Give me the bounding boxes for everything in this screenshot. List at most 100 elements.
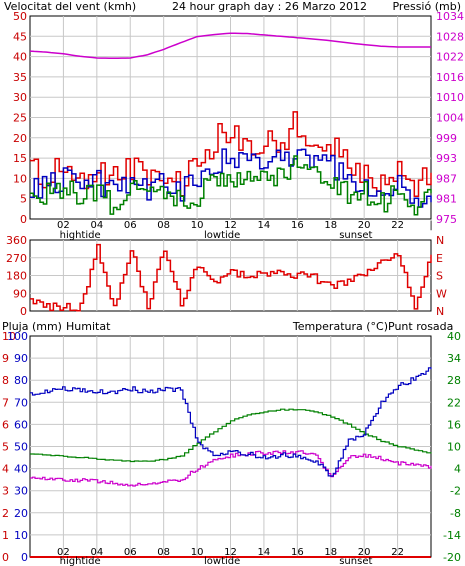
hour-label: 18 bbox=[324, 220, 337, 231]
rain-tick-label: 7 bbox=[2, 396, 9, 409]
panel-bottom-series bbox=[30, 367, 432, 558]
rain-tick-label: 10 bbox=[2, 330, 16, 343]
temperature-tick-label: 34 bbox=[447, 352, 461, 365]
humidity-tick-label: 10 bbox=[14, 529, 28, 542]
rain-tick-label: 3 bbox=[2, 485, 9, 498]
rain-tick-label: 5 bbox=[2, 441, 9, 454]
rain-tick-label: 2 bbox=[2, 507, 9, 520]
humidity-tick-label: 100 bbox=[7, 330, 28, 343]
pressure-tick-label: 1016 bbox=[436, 71, 464, 84]
series-wind-direction bbox=[30, 243, 432, 312]
graph-title: 24 hour graph day : 26 Marzo 2012 bbox=[172, 0, 367, 13]
pressure-tick-label: 987 bbox=[436, 172, 457, 185]
pressure-tick-label: 1010 bbox=[436, 91, 464, 104]
hour-label: 22 bbox=[391, 220, 404, 231]
hour-label: 02 bbox=[57, 547, 70, 558]
hour-label: 16 bbox=[291, 220, 304, 231]
hour-label: 02 bbox=[57, 220, 70, 231]
compass-label: N bbox=[436, 234, 444, 247]
wind-y-tick-label: 30 bbox=[13, 91, 27, 104]
rain-tick-label: 6 bbox=[2, 418, 9, 431]
hour-label: 18 bbox=[324, 547, 337, 558]
wind-y-tick-label: 50 bbox=[13, 10, 27, 23]
panel-direction-series bbox=[30, 243, 432, 312]
rain-tick-label: 4 bbox=[2, 463, 9, 476]
hour-label: 10 bbox=[191, 220, 204, 231]
direction-degree-label: 90 bbox=[13, 287, 27, 300]
humidity-title: Humitat bbox=[66, 320, 111, 333]
hour-label: | bbox=[429, 220, 432, 231]
tide-label: sunset bbox=[339, 556, 372, 566]
pressure-tick-label: 975 bbox=[436, 213, 457, 226]
humidity-tick-label: 30 bbox=[14, 485, 28, 498]
hour-label: 06 bbox=[124, 220, 137, 231]
series-wind-speed bbox=[30, 148, 432, 208]
compass-label: W bbox=[436, 287, 447, 300]
humidity-tick-label: 20 bbox=[14, 507, 28, 520]
temperature-title: Temperatura (°C) bbox=[292, 320, 388, 333]
series-dew-point bbox=[30, 450, 432, 487]
series-pressure bbox=[29, 32, 431, 60]
direction-degree-label: 0 bbox=[20, 305, 27, 318]
temperature-tick-label: -14 bbox=[443, 529, 461, 542]
wind-y-tick-label: 40 bbox=[13, 51, 27, 64]
temperature-tick-label: 16 bbox=[447, 418, 461, 431]
pressure-title: Pressió (mb) bbox=[392, 0, 461, 13]
rain-tick-label: 1 bbox=[2, 529, 9, 542]
panel-bottom-x-labels: 02 04 06 08 10 12 14 16 18 20 22 | hightide lowtide su… bbox=[57, 547, 433, 566]
rain-tick-label: 8 bbox=[2, 374, 9, 387]
direction-degree-label: 270 bbox=[6, 252, 27, 265]
hour-label: 20 bbox=[358, 547, 371, 558]
panel-wind-x-labels: 02 04 06 08 10 12 14 16 18 20 22 | hightide lowtide su… bbox=[57, 220, 433, 241]
dew-point-title: Punt rosada bbox=[388, 320, 453, 333]
wind-title: Velocitat del vent (kmh) bbox=[4, 0, 136, 13]
tide-label: hightide bbox=[60, 556, 101, 566]
humidity-tick-label: 90 bbox=[14, 352, 28, 365]
temperature-tick-label: -8 bbox=[450, 507, 461, 520]
humidity-tick-label: 0 bbox=[21, 551, 28, 564]
wind-y-tick-label: 10 bbox=[13, 172, 27, 185]
temperature-tick-label: 22 bbox=[447, 396, 461, 409]
hour-label: 14 bbox=[258, 547, 271, 558]
pressure-tick-label: 1034 bbox=[436, 10, 464, 23]
tide-label: lowtide bbox=[204, 230, 240, 241]
hour-label: 04 bbox=[90, 547, 103, 558]
panel-wind-series bbox=[29, 32, 432, 216]
humidity-tick-label: 70 bbox=[14, 396, 28, 409]
hour-label: 12 bbox=[224, 220, 237, 231]
temperature-tick-label: -2 bbox=[450, 485, 461, 498]
wind-y-tick-label: 20 bbox=[13, 132, 27, 145]
pressure-tick-label: 999 bbox=[436, 132, 457, 145]
hour-label: 16 bbox=[291, 547, 304, 558]
humidity-tick-label: 40 bbox=[14, 463, 28, 476]
compass-label: N bbox=[436, 305, 444, 318]
wind-y-tick-label: 15 bbox=[13, 152, 27, 165]
panel-bottom-ticks: 0123456789100102030405060708090100-20-14… bbox=[2, 330, 461, 564]
panel-wind-ticks: 0 5 10 15 20 25 30 35 40 45 50 975 981 987 993 999 1004 1… bbox=[13, 10, 464, 226]
compass-label: E bbox=[436, 252, 443, 265]
hour-label: | bbox=[429, 547, 432, 558]
wind-y-tick-label: 0 bbox=[20, 213, 27, 226]
series-humidity bbox=[30, 367, 432, 477]
humidity-tick-label: 80 bbox=[14, 374, 28, 387]
hour-label: 08 bbox=[157, 547, 170, 558]
temperature-tick-label: 40 bbox=[447, 330, 461, 343]
hour-label: 04 bbox=[90, 220, 103, 231]
tide-label: sunset bbox=[339, 230, 372, 241]
pressure-tick-label: 993 bbox=[436, 152, 457, 165]
rain-tick-label: 9 bbox=[2, 352, 9, 365]
hour-label: 08 bbox=[157, 220, 170, 231]
direction-degree-label: 180 bbox=[6, 270, 27, 283]
hour-label: 10 bbox=[191, 547, 204, 558]
wind-y-tick-label: 5 bbox=[20, 193, 27, 206]
humidity-tick-label: 50 bbox=[14, 441, 28, 454]
rain-tick-label: 0 bbox=[2, 551, 9, 564]
wind-y-tick-label: 25 bbox=[13, 112, 27, 125]
rain-title: Pluja (mm) bbox=[2, 320, 62, 333]
tide-label: hightide bbox=[60, 230, 101, 241]
temperature-tick-label: -20 bbox=[443, 551, 461, 564]
temperature-tick-label: 28 bbox=[447, 374, 461, 387]
